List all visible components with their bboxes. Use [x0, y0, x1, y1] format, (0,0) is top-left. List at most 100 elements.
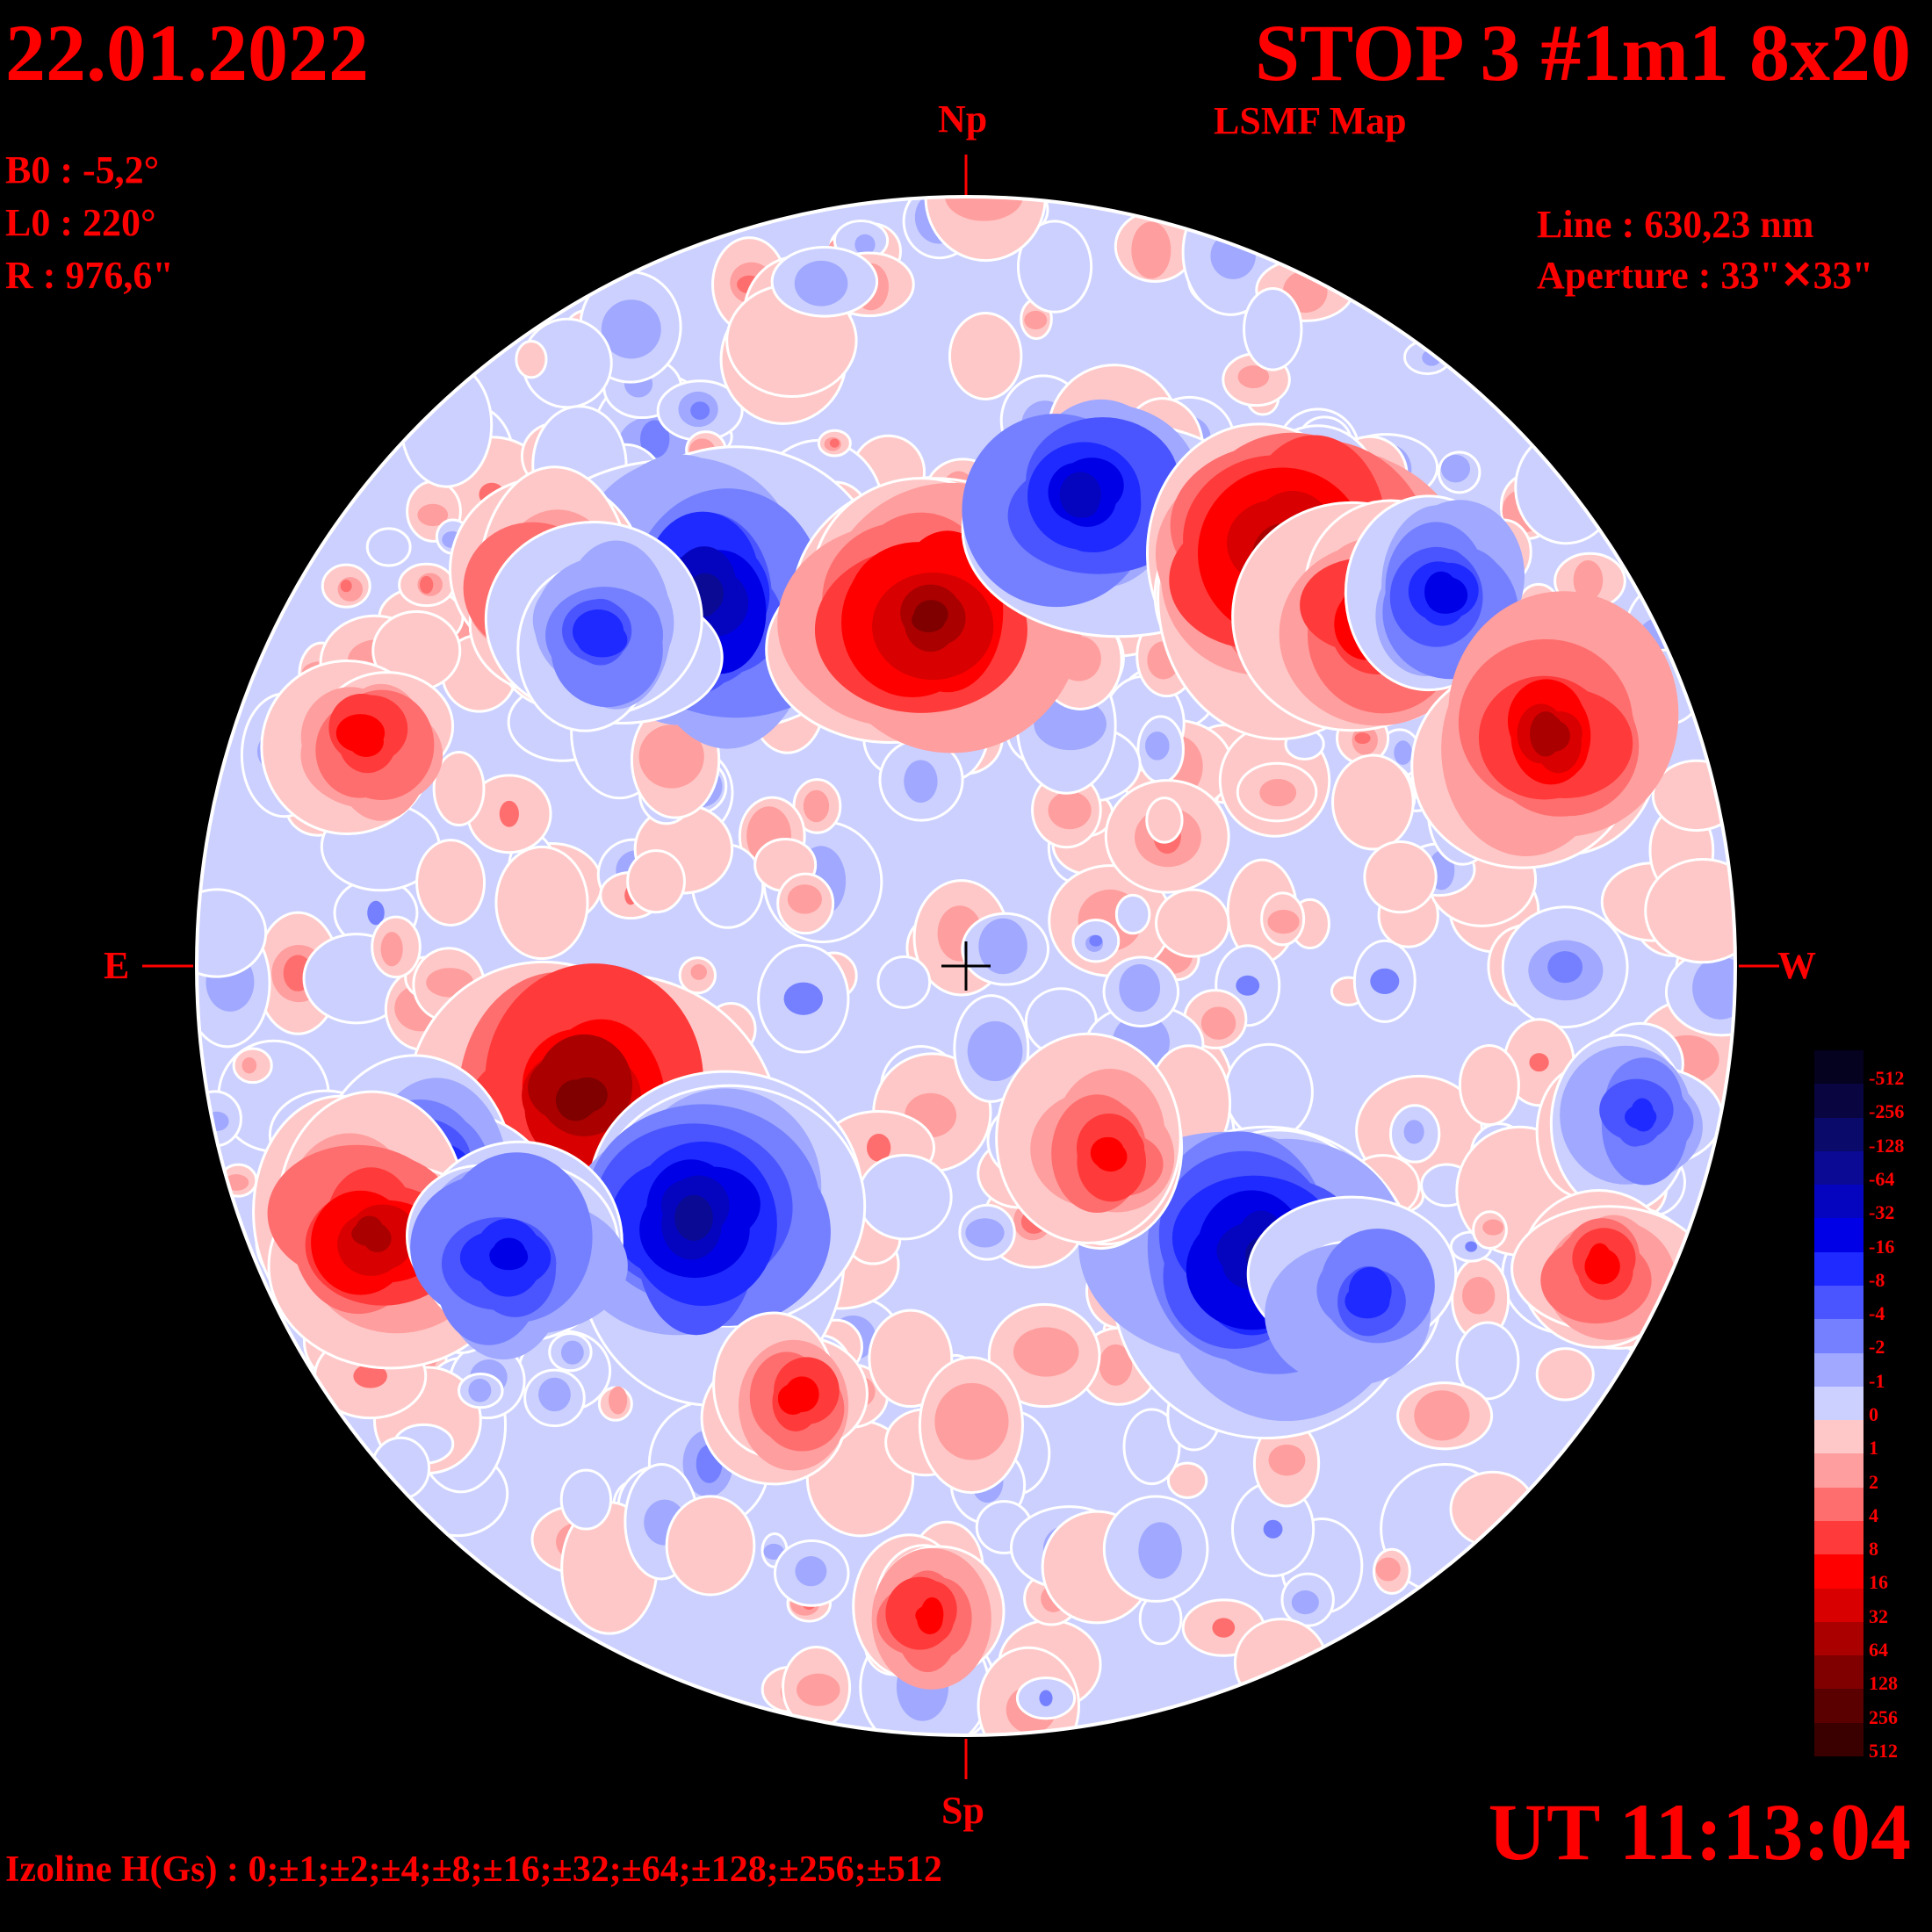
field-contour — [367, 900, 385, 926]
field-contour — [335, 714, 386, 753]
field-contour — [978, 918, 1027, 975]
orientation-ticks — [142, 155, 1779, 1779]
colorbar-label: -1 — [1869, 1369, 1885, 1392]
colorbar-label: -512 — [1869, 1067, 1905, 1090]
field-contour — [1370, 968, 1400, 994]
field-contour — [917, 602, 944, 631]
field-contour — [1267, 909, 1300, 934]
field-contour — [1414, 1390, 1470, 1441]
field-contour — [415, 839, 487, 926]
field-contour — [1089, 934, 1103, 947]
field-contour — [1573, 559, 1604, 601]
colorbar-segment — [1814, 1689, 1864, 1724]
field-contour — [1354, 732, 1371, 745]
field-contour — [1539, 720, 1570, 752]
colorbar-label: -16 — [1869, 1235, 1895, 1258]
field-contour — [499, 800, 519, 827]
field-contour — [784, 1376, 819, 1413]
colorbar-label: 0 — [1869, 1403, 1878, 1425]
field-contour — [1114, 893, 1151, 935]
field-contour — [829, 438, 840, 448]
field-contour — [1131, 221, 1171, 279]
field-contour — [690, 963, 708, 980]
field-contour — [353, 1364, 387, 1388]
colorbar-label: 32 — [1869, 1604, 1888, 1627]
field-contour — [1458, 1043, 1520, 1127]
field-contour — [1070, 481, 1100, 518]
field-contour — [1200, 1006, 1236, 1040]
colorbar-segment — [1814, 1251, 1864, 1287]
colorbar-label: -256 — [1869, 1100, 1905, 1123]
field-contour — [560, 1340, 584, 1365]
field-contour — [1651, 759, 1735, 833]
colorbar-label: -64 — [1869, 1168, 1895, 1190]
field-contour — [608, 1386, 628, 1415]
field-contour — [967, 1020, 1023, 1082]
field-contour — [1586, 1246, 1614, 1280]
field-contour — [1155, 888, 1230, 958]
field-contour — [355, 1215, 384, 1246]
colorbar-label: 16 — [1869, 1571, 1888, 1594]
magnetogram-field — [197, 197, 1735, 1735]
field-contour — [1048, 791, 1092, 830]
field-contour — [197, 888, 268, 978]
colorbar-segment — [1814, 1588, 1864, 1623]
field-contour — [1514, 429, 1618, 545]
field-contour — [494, 845, 589, 961]
colorbar-label: 128 — [1869, 1672, 1898, 1695]
field-contour — [1034, 697, 1107, 751]
colorbar-label: 256 — [1869, 1705, 1898, 1728]
field-contour — [419, 575, 434, 595]
field-contour — [638, 724, 704, 789]
north-pole-label: Np — [938, 97, 988, 141]
map-subtitle: LSMF Map — [1214, 99, 1407, 142]
observation-time: UT 11:13:04 — [1488, 1787, 1911, 1877]
field-contour — [1394, 740, 1412, 765]
colorbar-segment — [1814, 1386, 1864, 1421]
field-strength-colorbar — [1814, 1050, 1864, 1757]
field-contour — [365, 527, 412, 567]
field-contour — [1455, 1321, 1520, 1401]
field-contour — [948, 312, 1023, 400]
field-contour — [965, 1218, 1005, 1248]
colorbar-segment — [1814, 1319, 1864, 1354]
field-contour — [538, 1377, 571, 1412]
colorbar-label: -128 — [1869, 1134, 1905, 1157]
field-contour — [1119, 963, 1161, 1013]
field-contour — [417, 503, 449, 527]
colorbar-label: 4 — [1869, 1503, 1878, 1526]
field-contour — [556, 1079, 596, 1121]
field-contour — [690, 401, 710, 420]
map-title: STOP 3 #1m1 8x20 — [1254, 8, 1911, 97]
field-contour — [1237, 365, 1270, 389]
colorbar-segment — [1814, 1453, 1864, 1489]
field-contour — [794, 260, 848, 306]
field-contour — [1349, 1275, 1377, 1312]
disk-center-crosshair — [941, 941, 991, 991]
field-contour — [1268, 1444, 1306, 1476]
param-aperture: Aperture : 33"✕33" — [1537, 254, 1874, 297]
field-contour — [1236, 975, 1260, 996]
colorbar-label: 1 — [1869, 1437, 1878, 1460]
field-contour — [1535, 1347, 1595, 1402]
colorbar-label: 8 — [1869, 1538, 1878, 1561]
colorbar-segment — [1814, 1420, 1864, 1454]
field-contour — [559, 1468, 613, 1531]
field-contour — [1013, 1327, 1079, 1377]
field-contour — [489, 1244, 529, 1271]
colorbar-segment — [1814, 1185, 1864, 1219]
field-contour — [795, 1556, 827, 1587]
field-contour — [1631, 1098, 1654, 1126]
field-contour — [1465, 1241, 1477, 1252]
field-contour — [1233, 1618, 1329, 1709]
field-contour — [1461, 1277, 1496, 1315]
colorbar-segment — [1814, 1487, 1864, 1522]
colorbar-segment — [1814, 1655, 1864, 1690]
field-contour — [204, 1111, 229, 1132]
field-contour — [1440, 454, 1471, 483]
colorbar-segment — [1814, 1084, 1864, 1119]
field-contour — [679, 1201, 704, 1235]
field-contour — [1138, 1522, 1182, 1579]
colorbar-label: -2 — [1869, 1336, 1885, 1359]
